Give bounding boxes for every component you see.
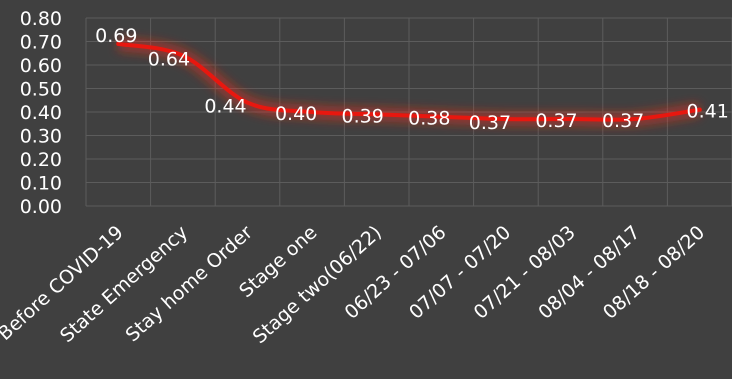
data-point [180, 53, 185, 58]
data-label: 0.39 [342, 105, 384, 127]
y-tick-label: 0.80 [20, 8, 62, 30]
data-label: 0.64 [148, 49, 190, 71]
series-line [116, 41, 702, 122]
data-label: 0.69 [95, 25, 137, 47]
y-tick-label: 0.00 [20, 196, 62, 218]
y-tick-label: 0.50 [20, 79, 62, 101]
y-tick-label: 0.40 [20, 102, 62, 124]
data-label: 0.40 [275, 103, 317, 125]
y-tick-label: 0.30 [20, 126, 62, 148]
y-axis-tick-labels: 0.000.100.200.300.400.500.600.700.80 [20, 8, 62, 218]
data-label: 0.37 [535, 110, 577, 132]
series-line-group [116, 36, 702, 127]
y-tick-label: 0.60 [20, 55, 62, 77]
data-point [633, 117, 638, 122]
data-point [374, 112, 379, 117]
data-point [503, 117, 508, 122]
data-point [697, 107, 702, 112]
data-label: 0.37 [602, 110, 644, 132]
data-label: 0.38 [408, 108, 450, 130]
data-point [439, 114, 444, 119]
y-tick-label: 0.70 [20, 32, 62, 54]
data-label: 0.41 [687, 101, 729, 123]
y-tick-label: 0.20 [20, 149, 62, 171]
data-point [116, 41, 121, 46]
data-labels: 0.69 0.64 0.44 0.40 0.39 0.38 0.37 0.37 0.37 0.41 [95, 25, 729, 134]
data-point [245, 100, 250, 105]
y-tick-label: 0.10 [20, 173, 62, 195]
data-point [310, 110, 315, 114]
data-label: 0.44 [204, 96, 246, 118]
data-point [568, 117, 573, 122]
data-label: 0.37 [469, 112, 511, 134]
